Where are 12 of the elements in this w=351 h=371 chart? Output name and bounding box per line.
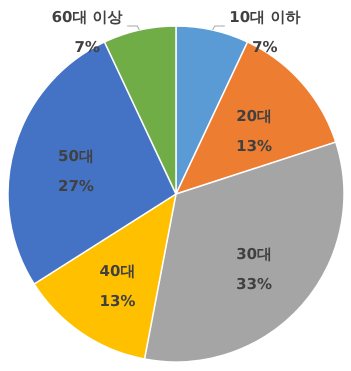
- data-label: 7%: [252, 38, 278, 56]
- data-label: 13%: [236, 137, 272, 156]
- slice-label: 30대: [236, 244, 272, 263]
- data-label: 7%: [74, 38, 100, 56]
- slice-label: 50대: [58, 146, 94, 165]
- slice-label: 40대: [100, 262, 136, 280]
- data-label: 33%: [236, 274, 272, 293]
- slice-label: 10대 이하: [229, 8, 300, 26]
- data-label: 27%: [58, 176, 94, 195]
- data-label: 13%: [100, 292, 136, 310]
- slice-label: 60대 이상: [52, 8, 123, 26]
- slice-label: 20대: [236, 107, 272, 126]
